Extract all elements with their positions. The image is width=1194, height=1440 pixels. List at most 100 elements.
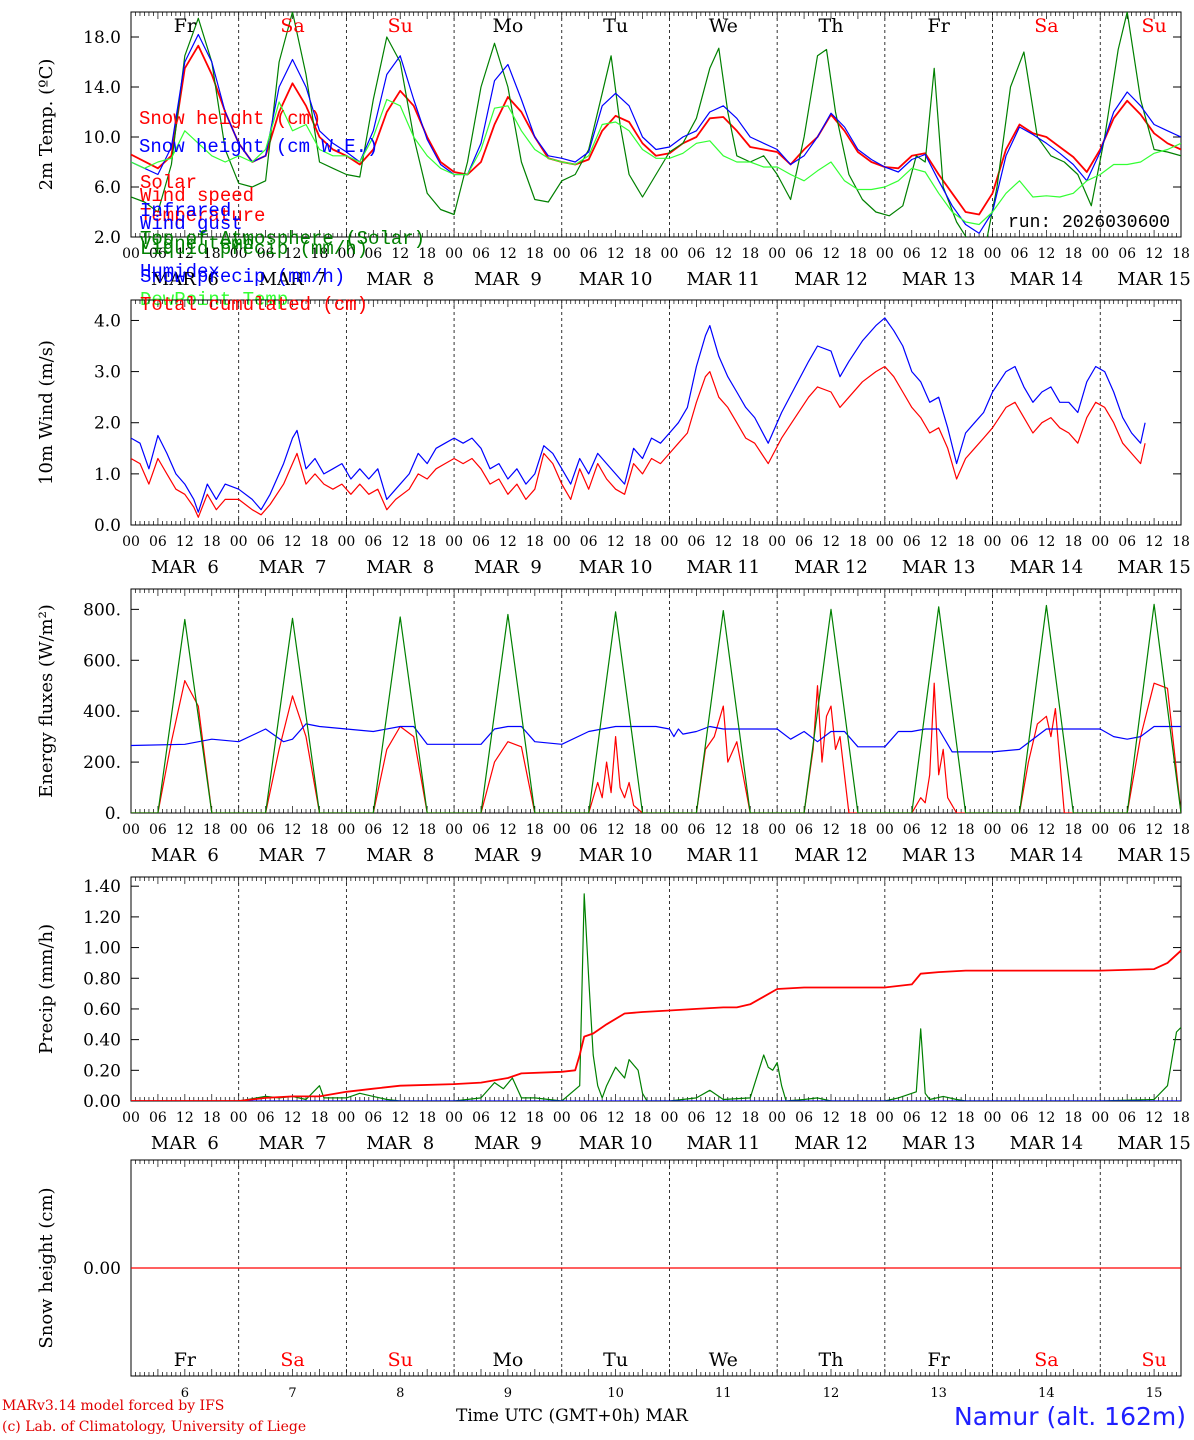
weekday-label: Sa xyxy=(1034,1349,1058,1371)
panel-3: 0. 200. 400. 600. 800. Energy fluxes (W/m²) So… xyxy=(36,172,1191,866)
hour-tick-label: 00 xyxy=(1091,534,1109,550)
legend-entry: Wind speed xyxy=(140,185,254,207)
hour-tick-label: 12 xyxy=(391,246,409,262)
hour-tick-label: 00 xyxy=(337,246,355,262)
series-line-total-cumulated-cm- xyxy=(131,949,1181,1101)
hour-tick-label: 06 xyxy=(472,246,490,262)
day-number: 11 xyxy=(715,1386,732,1401)
hour-tick-label: 18 xyxy=(634,822,652,838)
y-axis-label: Precip (mm/h) xyxy=(36,924,57,1054)
y-axis-label: 2m Temp. (ºC) xyxy=(36,59,57,191)
date-label: MAR 11 xyxy=(687,1133,761,1154)
hour-tick-label: 00 xyxy=(984,822,1002,838)
weekday-label: Su xyxy=(388,1349,413,1371)
hour-tick-label: 12 xyxy=(499,246,517,262)
hour-tick-label: 12 xyxy=(930,822,948,838)
date-label: MAR 11 xyxy=(687,557,761,578)
hour-tick-label: 06 xyxy=(1118,1110,1136,1126)
hour-tick-label: 00 xyxy=(553,1110,571,1126)
hour-tick-label: 12 xyxy=(1145,822,1163,838)
hour-tick-label: 00 xyxy=(445,1110,463,1126)
weekday-label: Mo xyxy=(492,15,523,37)
hour-tick-label: 00 xyxy=(122,246,140,262)
series-line-wind-speed xyxy=(131,365,1146,518)
y-tick-label: 6.0 xyxy=(94,178,121,198)
y-tick-label: 2.0 xyxy=(94,228,121,248)
hour-tick-label: 06 xyxy=(580,822,598,838)
hour-tick-label: 12 xyxy=(822,534,840,550)
series-line-liquid-precip-mm-h- xyxy=(131,893,1181,1101)
hour-tick-label: 06 xyxy=(364,534,382,550)
hour-tick-label: 18 xyxy=(849,822,867,838)
hour-tick-label: 00 xyxy=(445,822,463,838)
hour-tick-label: 06 xyxy=(257,246,275,262)
date-label: MAR 7 xyxy=(259,557,327,578)
date-label: MAR 7 xyxy=(259,845,327,866)
hour-tick-label: 18 xyxy=(526,822,544,838)
date-label: MAR 9 xyxy=(474,845,542,866)
legend-entry: Liquid precip (mm/h) xyxy=(140,238,368,260)
hour-tick-label: 00 xyxy=(984,1110,1002,1126)
y-tick-label: 0.80 xyxy=(83,969,121,989)
hour-tick-label: 00 xyxy=(445,246,463,262)
y-tick-label: 0.40 xyxy=(83,1031,121,1051)
hour-tick-label: 00 xyxy=(122,534,140,550)
weekday-label: Sa xyxy=(280,15,304,37)
hour-tick-label: 12 xyxy=(714,822,732,838)
series-line-infrared xyxy=(131,723,1181,753)
hour-tick-label: 06 xyxy=(903,246,921,262)
hour-tick-label: 18 xyxy=(311,246,329,262)
hour-tick-label: 18 xyxy=(311,1110,329,1126)
hour-tick-label: 00 xyxy=(1091,822,1109,838)
weekday-label: Sa xyxy=(280,1349,304,1371)
legend-entry: Wind gust xyxy=(140,213,243,235)
hour-tick-label: 18 xyxy=(957,246,975,262)
series-group xyxy=(131,893,1181,1101)
hour-tick-label: 00 xyxy=(876,246,894,262)
day-number: 12 xyxy=(823,1386,840,1401)
hour-tick-label: 00 xyxy=(553,246,571,262)
hour-tick-label: 12 xyxy=(1037,822,1055,838)
model-credit: MARv3.14 model forced by IFS xyxy=(2,1398,225,1414)
weekday-label: Mo xyxy=(492,1349,523,1371)
hour-tick-label: 18 xyxy=(741,822,759,838)
weekday-label: Tu xyxy=(603,1349,628,1371)
hour-tick-label: 18 xyxy=(418,246,436,262)
date-label: MAR 14 xyxy=(1010,1133,1084,1154)
hour-tick-label: 18 xyxy=(957,1110,975,1126)
hour-tick-label: 12 xyxy=(930,246,948,262)
hour-tick-label: 00 xyxy=(230,822,248,838)
weekday-label: Fr xyxy=(928,15,951,37)
hour-tick-label: 06 xyxy=(149,1110,167,1126)
hour-tick-label: 06 xyxy=(1011,822,1029,838)
y-axis-label: Energy fluxes (W/m²) xyxy=(36,604,57,798)
hour-tick-label: 00 xyxy=(876,534,894,550)
hour-tick-label: 12 xyxy=(1037,246,1055,262)
hour-tick-label: 18 xyxy=(634,1110,652,1126)
hour-tick-label: 18 xyxy=(634,534,652,550)
hour-tick-label: 06 xyxy=(903,534,921,550)
hour-tick-label: 06 xyxy=(1118,822,1136,838)
hour-tick-label: 12 xyxy=(176,246,194,262)
hour-tick-label: 12 xyxy=(607,534,625,550)
hour-tick-label: 18 xyxy=(741,246,759,262)
date-label: MAR 8 xyxy=(366,1133,434,1154)
hour-tick-label: 18 xyxy=(203,822,221,838)
hour-tick-label: 18 xyxy=(526,1110,544,1126)
hour-tick-label: 00 xyxy=(768,822,786,838)
date-label: MAR 10 xyxy=(579,557,653,578)
hour-tick-label: 00 xyxy=(122,822,140,838)
date-label: MAR 13 xyxy=(902,269,976,290)
date-label: MAR 10 xyxy=(579,1133,653,1154)
hour-tick-label: 00 xyxy=(768,246,786,262)
hour-tick-label: 06 xyxy=(580,1110,598,1126)
date-label: MAR 13 xyxy=(902,1133,976,1154)
plot-frame xyxy=(130,876,1182,1102)
hour-tick-label: 00 xyxy=(122,1110,140,1126)
hour-tick-label: 00 xyxy=(337,822,355,838)
hour-tick-label: 12 xyxy=(607,822,625,838)
hour-tick-label: 06 xyxy=(687,822,705,838)
weekday-label: Fr xyxy=(174,15,197,37)
y-tick-label: 0.60 xyxy=(83,1000,121,1020)
